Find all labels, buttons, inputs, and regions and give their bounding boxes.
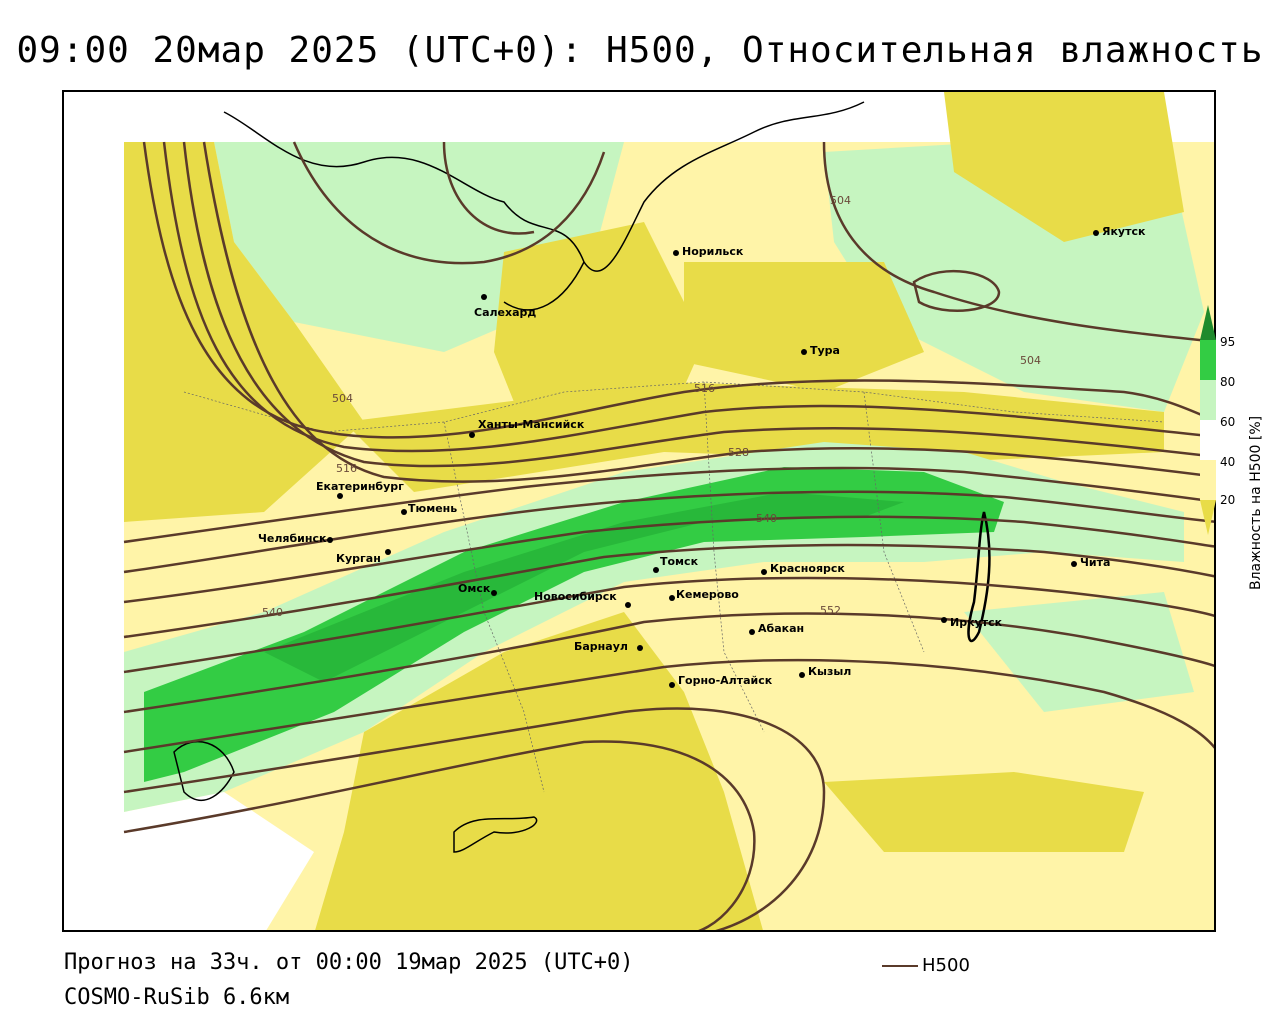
- colorbar-band-80-95: [1200, 340, 1216, 380]
- map-title: 09:00 20мар 2025 (UTC+0): H500, Относите…: [16, 30, 1264, 71]
- city-kemerovo: Кемерово: [669, 588, 739, 601]
- colorbar-band-40-60: [1200, 420, 1216, 460]
- forecast-info: Прогноз на 33ч. от 00:00 19мар 2025 (UTC…: [64, 950, 634, 975]
- colorbar-label: Влажность на H500 [%]: [1248, 415, 1264, 590]
- city-yakutsk: Якутск: [1093, 225, 1146, 238]
- city-tomsk: Томск: [653, 555, 699, 573]
- city-abakan: Абакан: [749, 622, 804, 635]
- humidity-colorbar: [1200, 305, 1216, 535]
- city-label: Кемерово: [676, 588, 739, 601]
- colorbar-bottom-cap: [1200, 500, 1216, 535]
- iso-label: 504: [830, 194, 851, 207]
- iso-label: 540: [262, 606, 283, 619]
- iso-label: 504: [332, 392, 353, 405]
- map-panel: 504 504 504 516 516 528 540 540 552 Сале…: [62, 90, 1216, 932]
- city-kurgan: Курган: [336, 549, 391, 565]
- city-label: Барнаул: [574, 640, 628, 653]
- city-label: Челябинск: [258, 532, 327, 545]
- city-label: Новосибирск: [534, 590, 617, 603]
- h500-contours: [123, 141, 1214, 930]
- colorbar-tick: 20: [1220, 493, 1236, 507]
- city-kyzyl: Кызыл: [799, 665, 851, 678]
- city-barnaul: Барнаул: [574, 640, 643, 653]
- city-label: Норильск: [682, 245, 744, 258]
- city-label: Абакан: [758, 622, 804, 635]
- isohypse-labels: 504 504 504 516 516 528 540 540 552: [262, 194, 1041, 619]
- city-label: Омск: [458, 582, 491, 595]
- city-irkutsk: Иркутск: [941, 616, 1003, 629]
- city-label: Тура: [810, 344, 840, 357]
- map-canvas: 504 504 504 516 516 528 540 540 552 Сале…: [123, 92, 1214, 930]
- city-markers: Салехард Норильск Якутск Тура Ханты-Манс…: [258, 225, 1146, 688]
- city-chelyabinsk: Челябинск: [258, 532, 333, 545]
- city-label: Курган: [336, 552, 381, 565]
- h500-legend: H500: [882, 955, 970, 976]
- city-tyumen: Тюмень: [401, 502, 457, 515]
- city-label: Горно-Алтайск: [678, 674, 773, 687]
- city-label: Салехард: [474, 306, 536, 319]
- colorbar-band-60-80: [1200, 380, 1216, 420]
- colorbar-band-20-40: [1200, 460, 1216, 500]
- city-label: Чита: [1080, 556, 1110, 569]
- city-label: Екатеринбург: [316, 480, 404, 493]
- colorbar-tick: 60: [1220, 415, 1236, 429]
- city-gorno-altaysk: Горно-Алтайск: [669, 674, 773, 688]
- city-label: Красноярск: [770, 562, 845, 575]
- city-label: Якутск: [1102, 225, 1146, 238]
- city-label: Кызыл: [808, 665, 851, 678]
- city-khanty-mansiysk: Ханты-Мансийск: [469, 418, 585, 438]
- city-label: Томск: [660, 555, 699, 568]
- iso-label: 552: [820, 604, 841, 617]
- region-borders: [183, 381, 1165, 793]
- iso-label: 504: [1020, 354, 1041, 367]
- city-label: Иркутск: [950, 616, 1003, 629]
- humidity-field: [124, 92, 1214, 930]
- colorbar-tick: 95: [1220, 335, 1236, 349]
- city-norilsk: Норильск: [673, 245, 744, 258]
- model-info: COSMO-RuSib 6.6км: [64, 985, 290, 1010]
- city-ekaterinburg: Екатеринбург: [316, 480, 404, 499]
- city-salekhard: Салехард: [474, 294, 536, 319]
- iso-label: 516: [694, 382, 715, 395]
- colorbar-top-cap: [1200, 305, 1216, 340]
- h500-legend-swatch: [882, 965, 918, 967]
- colorbar-tick: 40: [1220, 455, 1236, 469]
- iso-label: 528: [728, 446, 749, 459]
- colorbar-tick: 80: [1220, 375, 1236, 389]
- city-label: Ханты-Мансийск: [478, 418, 585, 431]
- city-krasnoyarsk: Красноярск: [761, 562, 845, 575]
- h500-legend-label: H500: [922, 955, 970, 976]
- city-novosibirsk: Новосибирск: [534, 590, 631, 608]
- city-tura: Тура: [801, 344, 840, 357]
- city-label: Тюмень: [408, 502, 457, 515]
- iso-label: 540: [756, 512, 777, 525]
- city-chita: Чита: [1071, 556, 1110, 569]
- iso-label: 516: [336, 462, 357, 475]
- city-omsk: Омск: [458, 582, 497, 596]
